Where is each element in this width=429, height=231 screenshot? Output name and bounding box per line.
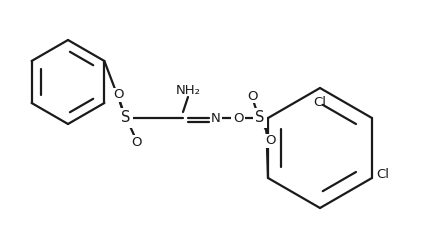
Text: S: S bbox=[121, 110, 131, 125]
Text: O: O bbox=[131, 136, 141, 149]
Text: O: O bbox=[265, 134, 275, 148]
Text: N: N bbox=[211, 112, 221, 125]
Text: NH₂: NH₂ bbox=[175, 83, 200, 97]
Text: Cl: Cl bbox=[314, 96, 326, 109]
Text: O: O bbox=[113, 88, 123, 101]
Text: O: O bbox=[233, 112, 243, 125]
Text: O: O bbox=[247, 89, 257, 103]
Text: Cl: Cl bbox=[376, 168, 389, 182]
Text: S: S bbox=[255, 110, 265, 125]
